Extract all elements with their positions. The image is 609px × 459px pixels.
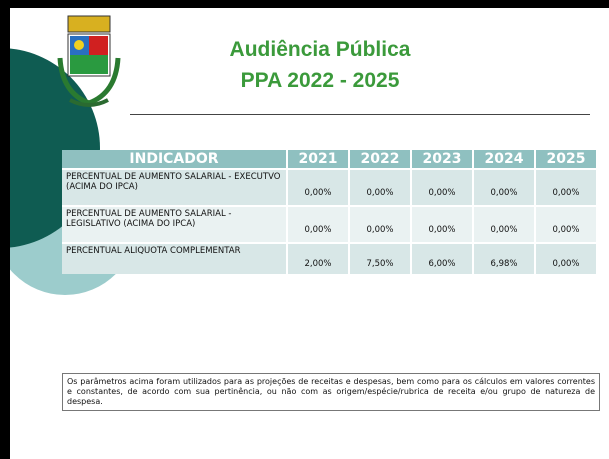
column-header: 2021 xyxy=(287,150,350,169)
title-line: Audiência Pública xyxy=(229,38,411,61)
table: INDICADOR 2021 2022 2023 2024 2025 PERCENTUAL… xyxy=(62,150,598,274)
cell-value: 0,00% xyxy=(287,168,350,206)
cell-value: 0,00% xyxy=(287,205,350,243)
cell-value: 6,98% xyxy=(473,242,536,274)
cell-value: 0,00% xyxy=(535,205,598,243)
column-header: 2022 xyxy=(349,150,412,169)
cell-label: PERCENTUAL DE AUMENTO SALARIAL - LEGISLA… xyxy=(62,205,288,243)
cell-value: 7,50% xyxy=(349,242,412,274)
header-row: INDICADOR 2021 2022 2023 2024 2025 xyxy=(62,150,598,169)
cell-value: 0,00% xyxy=(535,242,598,274)
cell-value: 0,00% xyxy=(349,168,412,206)
cell-value: 0,00% xyxy=(411,168,474,206)
cell-value: 0,00% xyxy=(411,205,474,243)
cell-value: 0,00% xyxy=(473,205,536,243)
column-header: INDICADOR xyxy=(62,150,288,169)
row: PERCENTUAL DE AUMENTO SALARIAL - LEGISLA… xyxy=(62,205,598,243)
cell-value: 0,00% xyxy=(349,205,412,243)
row: PERCENTUAL DE AUMENTO SALARIAL - EXECUTV… xyxy=(62,168,598,206)
cell-label: PERCENTUAL DE AUMENTO SALARIAL - EXECUTV… xyxy=(62,168,288,206)
column-header: 2023 xyxy=(411,150,474,169)
cell-value: 0,00% xyxy=(535,168,598,206)
cell-value: 0,00% xyxy=(473,168,536,206)
coat-of-arms xyxy=(57,15,121,107)
cell-value: 6,00% xyxy=(411,242,474,274)
footnote: Os parâmetros acima foram utilizados par… xyxy=(62,373,600,411)
title-line: PPA 2022 - 2025 xyxy=(240,69,400,92)
cell-label: PERCENTUAL ALIQUOTA COMPLEMENTAR xyxy=(62,242,288,274)
slide: Audiência Pública PPA 2022 - 2025 INDICA… xyxy=(10,8,609,459)
rule xyxy=(130,114,590,115)
row: PERCENTUAL ALIQUOTA COMPLEMENTAR 2,00% 7,5… xyxy=(62,242,598,274)
column-header: 2024 xyxy=(473,150,536,169)
cell-value: 2,00% xyxy=(287,242,350,274)
column-header: 2025 xyxy=(535,150,598,169)
